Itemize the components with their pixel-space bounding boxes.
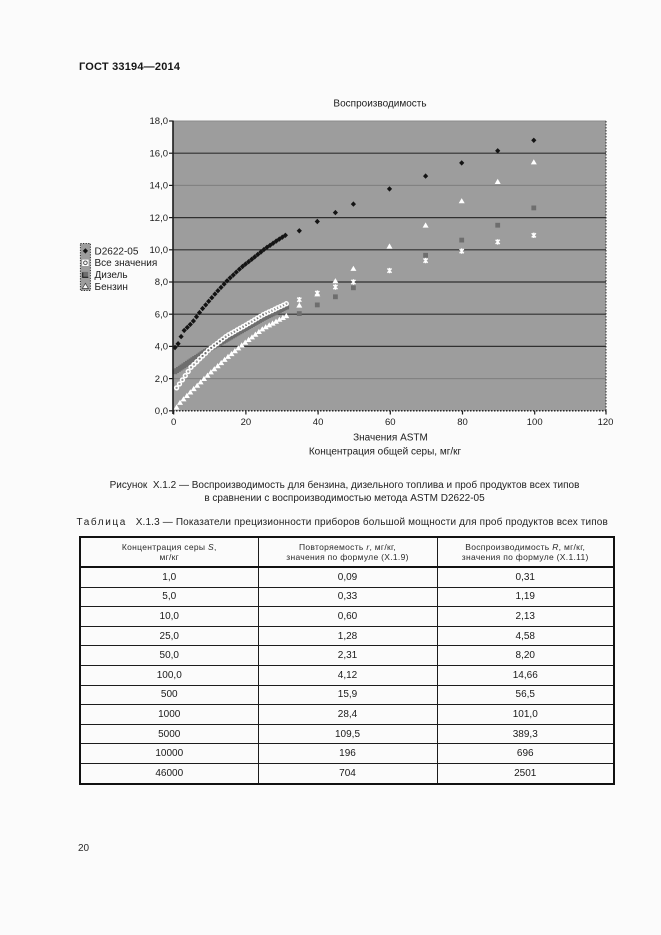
svg-text:120: 120: [598, 417, 614, 428]
svg-text:20: 20: [241, 417, 252, 428]
svg-text:0,0: 0,0: [155, 406, 168, 417]
svg-text:100: 100: [527, 417, 543, 428]
svg-text:40: 40: [313, 417, 324, 428]
svg-text:D2622-05: D2622-05: [95, 246, 139, 257]
svg-text:10,0: 10,0: [150, 245, 169, 256]
svg-text:18,0: 18,0: [150, 116, 169, 127]
svg-text:60: 60: [385, 417, 396, 428]
svg-text:0: 0: [171, 417, 176, 428]
svg-text:Концентрация общей серы, мг/кг: Концентрация общей серы, мг/кг: [309, 446, 462, 458]
svg-text:Воспроизводимость: Воспроизводимость: [333, 99, 426, 110]
svg-text:12,0: 12,0: [150, 213, 169, 224]
svg-text:8,0: 8,0: [155, 277, 168, 288]
svg-text:2,0: 2,0: [155, 374, 168, 385]
svg-text:14,0: 14,0: [150, 181, 169, 192]
svg-text:Значения ASTM: Значения ASTM: [353, 433, 428, 444]
svg-text:6,0: 6,0: [155, 309, 168, 320]
svg-text:Бензин: Бензин: [95, 282, 128, 293]
svg-text:Дизель: Дизель: [95, 270, 128, 281]
svg-text:Все значения: Все значения: [95, 258, 158, 269]
svg-text:80: 80: [457, 417, 468, 428]
svg-text:16,0: 16,0: [150, 148, 169, 159]
svg-text:4,0: 4,0: [155, 342, 168, 353]
